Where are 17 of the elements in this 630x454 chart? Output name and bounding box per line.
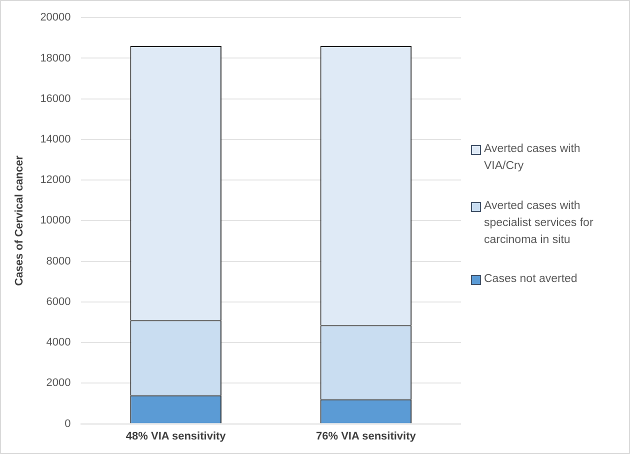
y-tick-label: 14000: [40, 133, 71, 146]
x-tick-label: 76% VIA sensitivity: [316, 430, 417, 442]
legend-label: Averted cases with VIA/Cry: [484, 142, 582, 174]
y-axis-title: Cases of Cervical cancer: [14, 154, 26, 286]
x-tick-label: 48% VIA sensitivity: [126, 430, 227, 442]
y-tick-label: 6000: [46, 296, 71, 308]
y-tick-label: 16000: [40, 92, 71, 105]
y-tick-label: 2000: [46, 377, 71, 390]
y-tick-label: 0: [64, 418, 71, 430]
y-tick-label: 12000: [40, 174, 71, 186]
y-tick-label: 8000: [46, 255, 71, 268]
y-tick-label: 4000: [46, 336, 71, 349]
y-tick-label: 18000: [40, 52, 71, 64]
legend-label: Averted cases with specialist services for carcinoma in situ: [484, 198, 594, 248]
y-tick-label: 10000: [40, 214, 71, 227]
legend-label: Cases not averted: [484, 272, 578, 288]
y-tick-label: 20000: [40, 12, 71, 24]
